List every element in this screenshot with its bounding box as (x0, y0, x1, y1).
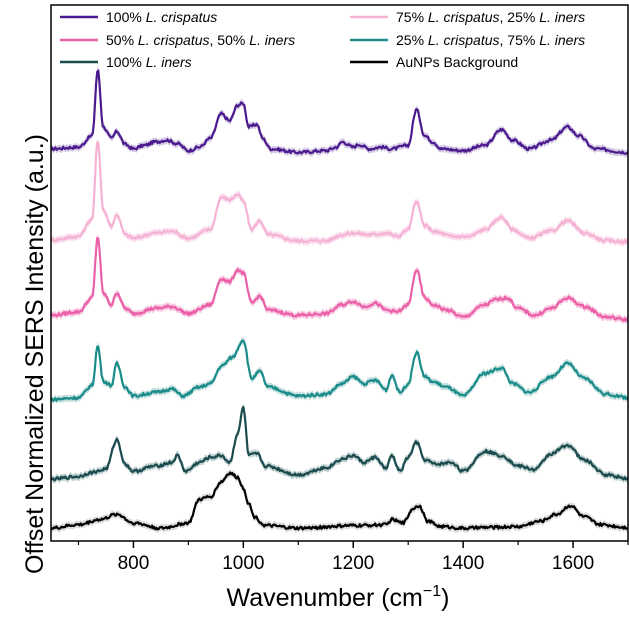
x-axis-ticks: 800 1000 1200 1400 1600 (77, 541, 629, 574)
x-tick-label: 1200 (332, 553, 374, 574)
error-band-s4 (51, 337, 628, 405)
legend-label-s5: 100% L. iners (106, 54, 192, 70)
series-line-s2 (50, 141, 629, 245)
x-axis-title: Wavenumber (cm−1) (227, 583, 450, 612)
x-tick-label: 1600 (552, 553, 594, 574)
x-axis-title-close: ) (441, 584, 449, 612)
x-axis-title-main: Wavenumber (cm (227, 584, 423, 612)
x-tick-label: 800 (118, 553, 150, 574)
legend-label-s3: 50% L. crispatus, 50% L. iners (106, 32, 295, 48)
series-line-s5 (50, 405, 629, 482)
series-line-s1 (50, 69, 629, 155)
series-line-s3 (50, 236, 629, 322)
series-line-s6 (50, 471, 629, 531)
legend-label-s4: 25% L. crispatus, 75% L. iners (396, 32, 585, 48)
legend-label-s6: AuNPs Background (396, 54, 518, 70)
x-axis-title-sup: −1 (423, 583, 441, 600)
error-band-s2 (51, 138, 628, 247)
series-line-s4 (50, 339, 629, 402)
legend-label-s1: 100% L. crispatus (106, 9, 217, 25)
plot-frame (50, 4, 629, 542)
legend: 100% L. crispatus 75% L. crispatus, 25% L… (60, 9, 585, 70)
series-lines (50, 69, 629, 531)
y-axis-title: Offset Normalized SERS Intensity (a.u.) (21, 134, 49, 574)
x-tick-label: 1000 (222, 553, 264, 574)
legend-label-s2: 75% L. crispatus, 25% L. iners (396, 9, 585, 25)
error-band-s3 (51, 234, 628, 325)
x-tick-label: 1400 (442, 553, 484, 574)
